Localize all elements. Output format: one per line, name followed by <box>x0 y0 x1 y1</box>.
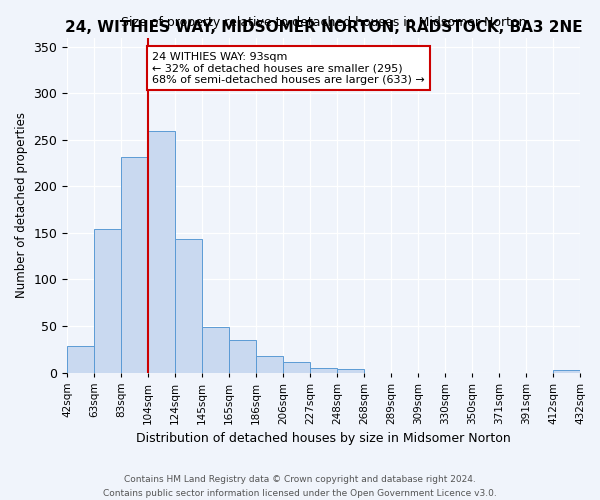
Bar <box>121 156 148 372</box>
Bar <box>94 230 121 372</box>
Bar <box>283 362 310 372</box>
Bar <box>256 356 283 372</box>
Bar <box>310 368 337 372</box>
X-axis label: Distribution of detached houses by size in Midsomer Norton: Distribution of detached houses by size … <box>136 432 511 445</box>
Y-axis label: Number of detached properties: Number of detached properties <box>15 112 28 298</box>
Text: 24 WITHIES WAY: 93sqm
← 32% of detached houses are smaller (295)
68% of semi-det: 24 WITHIES WAY: 93sqm ← 32% of detached … <box>152 52 425 85</box>
Text: Size of property relative to detached houses in Midsomer Norton: Size of property relative to detached ho… <box>121 16 526 30</box>
Bar <box>229 340 256 372</box>
Bar <box>202 327 229 372</box>
Bar <box>148 130 175 372</box>
Text: Contains HM Land Registry data © Crown copyright and database right 2024.
Contai: Contains HM Land Registry data © Crown c… <box>103 476 497 498</box>
Bar <box>67 346 94 372</box>
Title: 24, WITHIES WAY, MIDSOMER NORTON, RADSTOCK, BA3 2NE: 24, WITHIES WAY, MIDSOMER NORTON, RADSTO… <box>65 20 583 35</box>
Bar <box>553 370 580 372</box>
Bar <box>175 240 202 372</box>
Bar <box>337 369 364 372</box>
